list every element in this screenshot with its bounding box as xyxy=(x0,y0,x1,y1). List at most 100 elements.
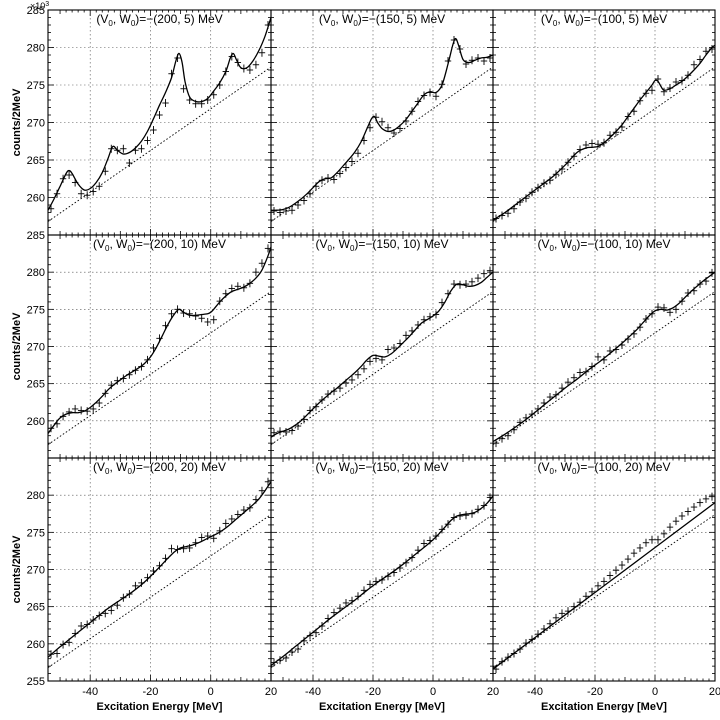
data-point xyxy=(486,266,493,275)
data-point xyxy=(271,207,278,215)
panel-title-part: (V xyxy=(316,237,328,251)
panel-title-part: , W xyxy=(335,12,354,26)
data-point xyxy=(96,398,103,407)
grid xyxy=(271,235,493,458)
data-point xyxy=(264,477,271,486)
data-point xyxy=(144,136,151,145)
data-point xyxy=(648,535,656,544)
plot-area xyxy=(48,244,271,445)
data-point xyxy=(678,511,686,520)
y-tick-label: 285 xyxy=(27,230,45,242)
y-axis-title: counts/2MeV xyxy=(11,312,23,381)
x-tick-label: 20 xyxy=(487,686,499,698)
panel-title-part: 0 xyxy=(108,19,113,28)
background-line xyxy=(271,291,493,445)
panel-title-part: (V xyxy=(93,460,105,474)
panel-title-part: (V xyxy=(96,12,108,26)
data-point xyxy=(71,404,79,413)
panel-title-part: 0 xyxy=(127,244,132,253)
y-tick-label: 280 xyxy=(27,43,45,55)
data-point xyxy=(132,581,139,590)
panel-title-part: 0 xyxy=(553,19,558,28)
x-tick-label: 20 xyxy=(265,686,277,698)
data-point xyxy=(672,517,680,526)
data-point xyxy=(150,126,157,134)
data-point xyxy=(162,99,169,107)
y-tick-label: 270 xyxy=(27,342,45,354)
panel-title-part: )=−(200, 10) MeV xyxy=(132,237,226,251)
data-point xyxy=(65,171,73,179)
panel-title-part: (V xyxy=(541,12,553,26)
fit-curve xyxy=(493,44,715,221)
data-point xyxy=(83,191,91,200)
panel-title-part: )=−(100, 5) MeV xyxy=(580,12,667,26)
panel-title-part: )=−(150, 20) MeV xyxy=(354,460,448,474)
panel-title-part: 0 xyxy=(331,19,336,28)
panel-title-part: (V xyxy=(93,237,105,251)
plot-area xyxy=(493,44,715,223)
grid xyxy=(493,458,715,681)
panel-title-part: 0 xyxy=(350,244,355,253)
grid xyxy=(271,458,493,681)
data-point xyxy=(666,523,674,532)
data-point xyxy=(438,525,446,534)
data-point xyxy=(414,97,422,106)
data-point xyxy=(612,566,620,575)
data-point xyxy=(168,544,175,553)
panel-7: (V0, W0)=−(200, 20) MeV25526026527027528… xyxy=(11,457,277,713)
data-point xyxy=(648,86,656,95)
data-point xyxy=(228,514,236,523)
panel-title-part: , W xyxy=(332,460,351,474)
panel-title-part: (V xyxy=(316,460,328,474)
data-point xyxy=(684,507,692,516)
data-point xyxy=(354,370,362,379)
x-tick-label: -20 xyxy=(587,686,603,698)
background-line xyxy=(493,514,715,668)
data-point xyxy=(258,48,266,57)
panel-title-part: )=−(200, 5) MeV xyxy=(135,12,222,26)
y-tick-label: 265 xyxy=(27,379,45,391)
y-tick-label: 275 xyxy=(27,80,45,92)
data-point xyxy=(210,315,217,324)
data-point xyxy=(258,259,266,268)
panel-title-part: 0 xyxy=(350,467,355,476)
data-point xyxy=(366,580,374,589)
fit-curve xyxy=(493,271,715,443)
y-tick-label: 285 xyxy=(27,5,45,17)
panel-title-part: , W xyxy=(332,237,351,251)
data-point xyxy=(77,621,85,630)
panel-title-part: 0 xyxy=(127,467,132,476)
data-points xyxy=(271,36,493,217)
plot-area xyxy=(493,268,715,448)
plot-area xyxy=(271,266,493,445)
x-tick-label: 0 xyxy=(430,686,436,698)
data-point xyxy=(354,149,362,158)
plot-area xyxy=(271,36,493,222)
panels-grid: (V0, W0)=−(200, 5) MeV260265270275280285… xyxy=(11,5,720,713)
data-point xyxy=(168,309,175,318)
data-point xyxy=(120,144,127,153)
x-tick-label: 0 xyxy=(652,686,658,698)
y-tick-label: 270 xyxy=(27,565,45,577)
data-point xyxy=(156,111,163,119)
data-point xyxy=(246,66,254,74)
panel-title-part: (V xyxy=(538,237,550,251)
x-tick-label: -20 xyxy=(365,686,381,698)
data-point xyxy=(342,598,350,607)
data-point xyxy=(138,144,145,153)
panel-title: (V0, W0)=−(200, 5) MeV xyxy=(96,12,222,28)
data-point xyxy=(702,494,710,503)
data-point xyxy=(552,613,560,622)
data-point xyxy=(330,175,338,184)
x-tick-label: 20 xyxy=(709,686,720,698)
grid xyxy=(48,458,271,681)
data-point xyxy=(696,498,704,507)
data-points xyxy=(271,493,493,667)
data-point xyxy=(462,511,470,520)
panel-title-part: , W xyxy=(109,237,128,251)
panel-title-part: (V xyxy=(319,12,331,26)
x-axis-title: Excitation Energy [MeV] xyxy=(319,701,445,713)
panel-title-part: , W xyxy=(109,460,128,474)
